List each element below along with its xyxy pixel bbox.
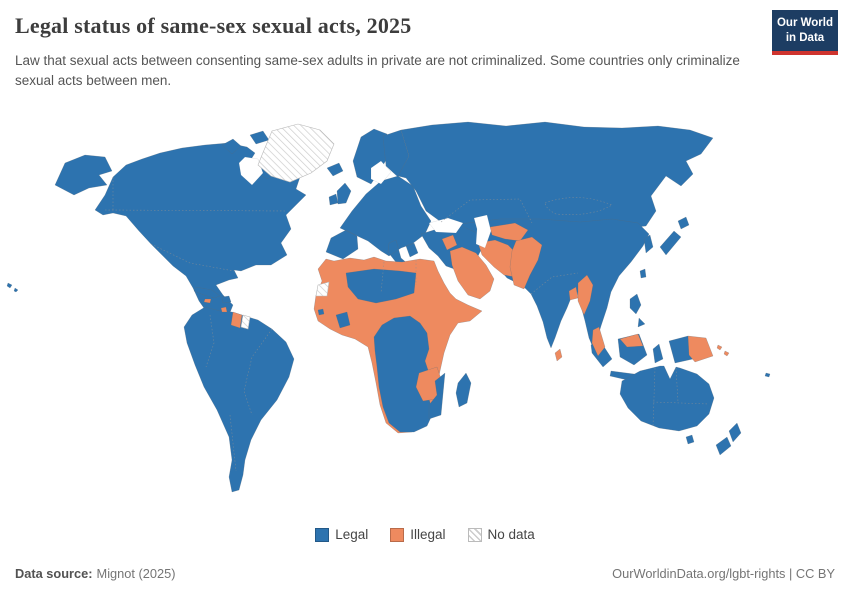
border-colombia-peru (205, 314, 215, 368)
no-data-regions (240, 123, 335, 330)
illegal-swatch (390, 527, 405, 542)
owid-logo-red-bar (772, 50, 838, 55)
region-trinidad-tobago[interactable] (220, 306, 228, 313)
region-papua-new-guinea[interactable] (687, 335, 714, 363)
baltic-sea (370, 160, 392, 185)
region-tasmania[interactable] (685, 434, 695, 445)
border-south-australia (652, 401, 710, 405)
nodata-swatch (467, 527, 482, 542)
region-syria[interactable] (441, 234, 458, 251)
border-algeria-libya (380, 261, 385, 294)
region-suriname[interactable] (240, 314, 251, 330)
region-arabian-peninsula[interactable] (449, 246, 495, 300)
region-cuba[interactable] (193, 286, 221, 299)
region-philippines[interactable] (629, 293, 646, 328)
border-western-australia (652, 367, 656, 428)
border-argentina-chile (229, 414, 237, 472)
region-iceland[interactable] (326, 162, 344, 177)
owid-logo-line1: Our World (776, 17, 833, 29)
credit-link[interactable]: OurWorldinData.org/lgbt-rights | CC BY (612, 566, 835, 581)
border-brazil-west (243, 328, 273, 416)
legend-label-nodata: No data (487, 527, 535, 542)
region-malaysia-borneo[interactable] (619, 333, 644, 348)
legal-swatch (315, 527, 330, 542)
border-us-mexico (150, 243, 235, 272)
region-hispaniola[interactable] (221, 295, 232, 304)
region-jamaica[interactable] (203, 298, 212, 304)
region-malay-peninsula[interactable] (591, 326, 606, 357)
caspian-sea (473, 214, 492, 249)
legend-item-legal[interactable]: Legal (315, 527, 368, 542)
legend-label-legal: Legal (335, 527, 369, 542)
region-north-america[interactable] (94, 142, 307, 322)
inland-seas (238, 156, 492, 249)
region-alaska[interactable] (54, 154, 113, 196)
chart-subtitle: Law that sexual acts between consenting … (15, 53, 740, 89)
data-source: Data source: Mignot (2025) (15, 566, 176, 581)
region-south-america[interactable] (183, 306, 295, 493)
legend-label-illegal: Illegal (410, 527, 446, 542)
legend-item-illegal[interactable]: Illegal (390, 527, 446, 542)
data-source-value: Mignot (2025) (96, 566, 176, 581)
region-myanmar[interactable] (577, 274, 594, 316)
page-title: Legal status of same-sex sexual acts, 20… (15, 13, 412, 38)
border-northern-territory (675, 367, 679, 403)
border-kazakhstan (440, 198, 533, 224)
world-map-container (0, 115, 850, 525)
chart-footer: Data source: Mignot (2025) OurWorldinData… (15, 566, 835, 581)
region-greenland[interactable] (257, 123, 335, 183)
region-cote-divoire[interactable] (335, 311, 351, 329)
map-legend: Legal Illegal No data (0, 527, 850, 542)
region-new-zealand[interactable] (715, 422, 742, 456)
region-western-sahara[interactable] (315, 281, 330, 297)
region-korea[interactable] (643, 234, 654, 254)
region-australia[interactable] (619, 365, 715, 432)
hudson-bay (238, 156, 264, 186)
owid-logo-line2: in Data (785, 31, 825, 44)
region-taiwan[interactable] (639, 268, 647, 279)
country-borders (104, 177, 710, 472)
border-us-canada (104, 209, 287, 212)
region-sri-lanka[interactable] (554, 348, 563, 362)
region-mozambique[interactable] (428, 372, 446, 420)
owid-logo[interactable]: Our World in Data (772, 10, 838, 55)
region-guyana[interactable] (230, 311, 243, 329)
region-madagascar[interactable] (455, 372, 472, 408)
region-sulawesi[interactable] (652, 343, 664, 364)
region-europe[interactable] (325, 175, 432, 269)
region-uk-ireland[interactable] (328, 182, 352, 206)
region-afghanistan-pakistan[interactable] (509, 236, 543, 290)
landmasses (6, 121, 771, 493)
region-russia-siberia[interactable] (397, 121, 714, 229)
legend-item-nodata[interactable]: No data (467, 527, 535, 542)
region-japan[interactable] (659, 216, 690, 256)
region-hawaii[interactable] (6, 282, 19, 293)
region-sahel[interactable] (345, 268, 417, 304)
data-source-label: Data source: (15, 566, 93, 581)
region-guinea-bissau[interactable] (317, 308, 325, 316)
world-map (6, 121, 771, 493)
region-solomon-islands[interactable] (716, 344, 730, 357)
region-fiji[interactable] (764, 372, 771, 378)
